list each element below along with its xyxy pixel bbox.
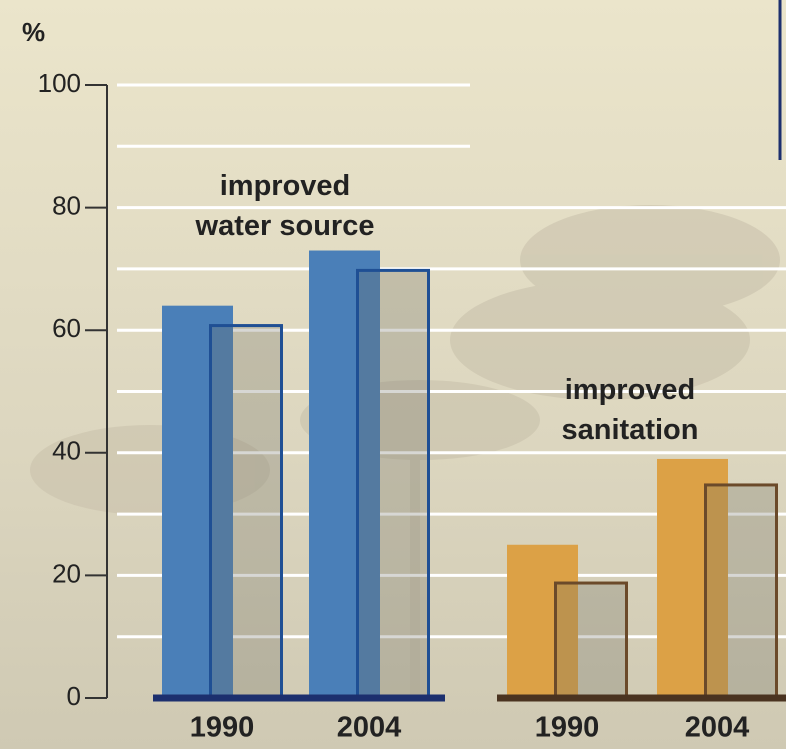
y-tick-label: 0 (67, 681, 81, 711)
x-tick-label: 1990 (190, 712, 255, 744)
outline-bar (356, 268, 430, 701)
y-tick-label: 80 (52, 190, 81, 220)
y-tick-label: 60 (52, 313, 81, 343)
bar (507, 544, 578, 698)
y-tick-label: 40 (52, 436, 81, 466)
y-tick-label: 20 (52, 558, 81, 588)
group-title: improved sanitation (561, 374, 699, 446)
x-tick-label: 2004 (685, 712, 750, 744)
outline-bar (704, 483, 778, 702)
x-tick-label: 1990 (535, 712, 600, 744)
bar (162, 305, 233, 698)
group-title: improved water source (195, 170, 375, 242)
x-tick-label: 2004 (337, 712, 402, 744)
y-tick-label: 100 (38, 68, 81, 98)
outline-bar (209, 324, 283, 701)
bar (657, 458, 728, 698)
outline-bar (554, 581, 628, 702)
bar (309, 250, 380, 698)
y-axis-label: % (22, 17, 45, 47)
